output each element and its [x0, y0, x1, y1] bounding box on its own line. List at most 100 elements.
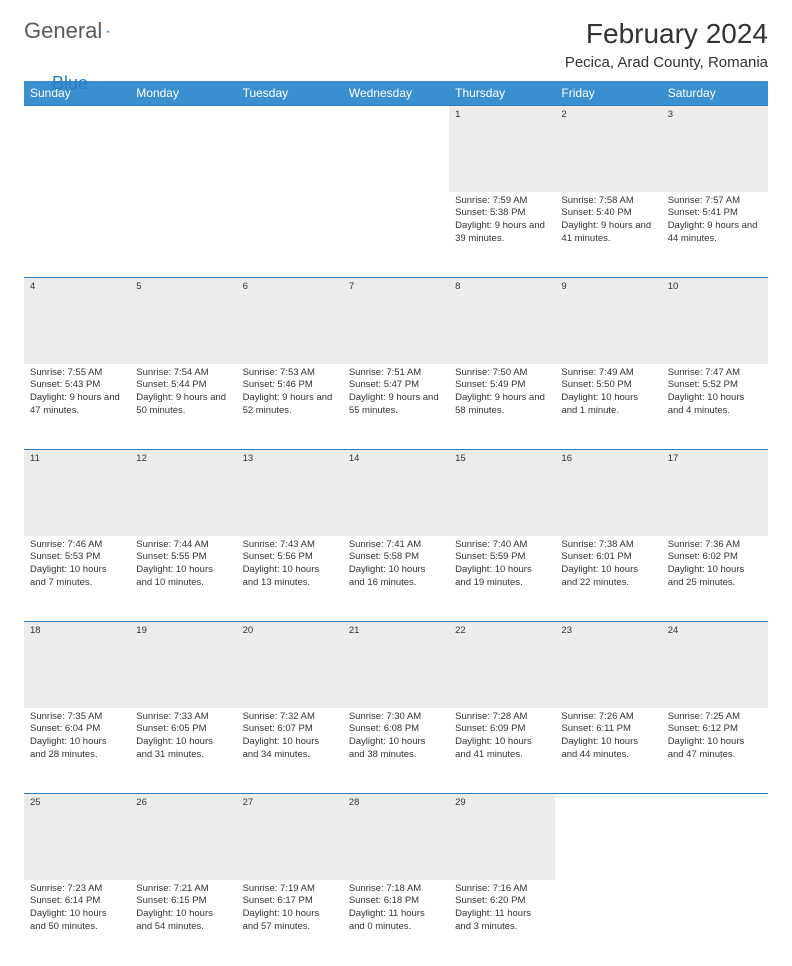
sunrise-text: Sunrise: 7:26 AM	[561, 711, 655, 724]
sunset-text: Sunset: 6:07 PM	[243, 723, 337, 736]
day-number-cell: 18	[24, 622, 130, 708]
sunset-text: Sunset: 6:04 PM	[30, 723, 124, 736]
sunset-text: Sunset: 5:41 PM	[668, 207, 762, 220]
day-cell	[24, 192, 130, 278]
day-number-cell: 25	[24, 794, 130, 880]
daylight-text: Daylight: 10 hours and 1 minute.	[561, 392, 655, 418]
sunrise-text: Sunrise: 7:36 AM	[668, 539, 762, 552]
sunrise-text: Sunrise: 7:59 AM	[455, 195, 549, 208]
sunset-text: Sunset: 5:43 PM	[30, 379, 124, 392]
day-header: Wednesday	[343, 81, 449, 106]
daynum-row: 11121314151617	[24, 450, 768, 536]
logo-triangle-icon	[106, 23, 110, 39]
sunset-text: Sunset: 5:59 PM	[455, 551, 549, 564]
daylight-text: Daylight: 10 hours and 16 minutes.	[349, 564, 443, 590]
day-header: Saturday	[662, 81, 768, 106]
sunrise-text: Sunrise: 7:28 AM	[455, 711, 549, 724]
sunset-text: Sunset: 6:01 PM	[561, 551, 655, 564]
daylight-text: Daylight: 9 hours and 58 minutes.	[455, 392, 549, 418]
calendar-body: 123Sunrise: 7:59 AMSunset: 5:38 PMDaylig…	[24, 106, 768, 966]
day-cell: Sunrise: 7:26 AMSunset: 6:11 PMDaylight:…	[555, 708, 661, 794]
daylight-text: Daylight: 10 hours and 7 minutes.	[30, 564, 124, 590]
day-cell: Sunrise: 7:46 AMSunset: 5:53 PMDaylight:…	[24, 536, 130, 622]
calendar-table: SundayMondayTuesdayWednesdayThursdayFrid…	[24, 81, 768, 966]
day-cell: Sunrise: 7:58 AMSunset: 5:40 PMDaylight:…	[555, 192, 661, 278]
day-cell	[343, 192, 449, 278]
sunset-text: Sunset: 6:17 PM	[243, 895, 337, 908]
sunset-text: Sunset: 5:46 PM	[243, 379, 337, 392]
day-number-cell: 9	[555, 278, 661, 364]
daylight-text: Daylight: 11 hours and 0 minutes.	[349, 908, 443, 934]
logo-text-blue: Blue	[52, 73, 88, 94]
day-header: Friday	[555, 81, 661, 106]
day-cell: Sunrise: 7:25 AMSunset: 6:12 PMDaylight:…	[662, 708, 768, 794]
day-cell: Sunrise: 7:51 AMSunset: 5:47 PMDaylight:…	[343, 364, 449, 450]
day-cell	[662, 880, 768, 966]
day-number-cell: 16	[555, 450, 661, 536]
day-header: Tuesday	[237, 81, 343, 106]
sunset-text: Sunset: 6:18 PM	[349, 895, 443, 908]
day-cell: Sunrise: 7:44 AMSunset: 5:55 PMDaylight:…	[130, 536, 236, 622]
day-number-cell: 21	[343, 622, 449, 708]
daylight-text: Daylight: 10 hours and 4 minutes.	[668, 392, 762, 418]
sunset-text: Sunset: 6:12 PM	[668, 723, 762, 736]
sunset-text: Sunset: 5:38 PM	[455, 207, 549, 220]
day-number-cell: 3	[662, 106, 768, 192]
sunrise-text: Sunrise: 7:49 AM	[561, 367, 655, 380]
day-cell: Sunrise: 7:18 AMSunset: 6:18 PMDaylight:…	[343, 880, 449, 966]
day-cell	[130, 192, 236, 278]
day-cell: Sunrise: 7:47 AMSunset: 5:52 PMDaylight:…	[662, 364, 768, 450]
daynum-row: 2526272829	[24, 794, 768, 880]
week-detail-row: Sunrise: 7:46 AMSunset: 5:53 PMDaylight:…	[24, 536, 768, 622]
day-cell: Sunrise: 7:54 AMSunset: 5:44 PMDaylight:…	[130, 364, 236, 450]
sunset-text: Sunset: 6:20 PM	[455, 895, 549, 908]
daylight-text: Daylight: 10 hours and 41 minutes.	[455, 736, 549, 762]
day-number-cell: 8	[449, 278, 555, 364]
sunrise-text: Sunrise: 7:25 AM	[668, 711, 762, 724]
day-number-cell: 26	[130, 794, 236, 880]
day-number-cell: 20	[237, 622, 343, 708]
day-cell: Sunrise: 7:23 AMSunset: 6:14 PMDaylight:…	[24, 880, 130, 966]
sunset-text: Sunset: 5:55 PM	[136, 551, 230, 564]
day-cell: Sunrise: 7:19 AMSunset: 6:17 PMDaylight:…	[237, 880, 343, 966]
logo: General	[24, 18, 132, 44]
sunset-text: Sunset: 5:40 PM	[561, 207, 655, 220]
day-cell: Sunrise: 7:41 AMSunset: 5:58 PMDaylight:…	[343, 536, 449, 622]
day-number-cell: 17	[662, 450, 768, 536]
daylight-text: Daylight: 10 hours and 22 minutes.	[561, 564, 655, 590]
sunrise-text: Sunrise: 7:57 AM	[668, 195, 762, 208]
daylight-text: Daylight: 10 hours and 47 minutes.	[668, 736, 762, 762]
sunrise-text: Sunrise: 7:41 AM	[349, 539, 443, 552]
sunset-text: Sunset: 6:05 PM	[136, 723, 230, 736]
day-cell: Sunrise: 7:32 AMSunset: 6:07 PMDaylight:…	[237, 708, 343, 794]
daylight-text: Daylight: 10 hours and 50 minutes.	[30, 908, 124, 934]
daylight-text: Daylight: 10 hours and 25 minutes.	[668, 564, 762, 590]
sunrise-text: Sunrise: 7:43 AM	[243, 539, 337, 552]
day-number-cell: 23	[555, 622, 661, 708]
day-cell: Sunrise: 7:59 AMSunset: 5:38 PMDaylight:…	[449, 192, 555, 278]
day-cell: Sunrise: 7:33 AMSunset: 6:05 PMDaylight:…	[130, 708, 236, 794]
day-number-cell	[24, 106, 130, 192]
daylight-text: Daylight: 10 hours and 44 minutes.	[561, 736, 655, 762]
sunset-text: Sunset: 6:15 PM	[136, 895, 230, 908]
daynum-row: 45678910	[24, 278, 768, 364]
daylight-text: Daylight: 10 hours and 28 minutes.	[30, 736, 124, 762]
day-cell: Sunrise: 7:55 AMSunset: 5:43 PMDaylight:…	[24, 364, 130, 450]
sunset-text: Sunset: 6:11 PM	[561, 723, 655, 736]
sunset-text: Sunset: 5:44 PM	[136, 379, 230, 392]
day-cell	[237, 192, 343, 278]
sunrise-text: Sunrise: 7:51 AM	[349, 367, 443, 380]
sunrise-text: Sunrise: 7:40 AM	[455, 539, 549, 552]
day-number-cell: 14	[343, 450, 449, 536]
day-number-cell: 6	[237, 278, 343, 364]
location: Pecica, Arad County, Romania	[565, 54, 768, 71]
day-number-cell: 19	[130, 622, 236, 708]
week-detail-row: Sunrise: 7:23 AMSunset: 6:14 PMDaylight:…	[24, 880, 768, 966]
title-block: February 2024 Pecica, Arad County, Roman…	[565, 18, 768, 71]
day-cell: Sunrise: 7:28 AMSunset: 6:09 PMDaylight:…	[449, 708, 555, 794]
day-cell: Sunrise: 7:38 AMSunset: 6:01 PMDaylight:…	[555, 536, 661, 622]
daylight-text: Daylight: 10 hours and 34 minutes.	[243, 736, 337, 762]
day-cell: Sunrise: 7:40 AMSunset: 5:59 PMDaylight:…	[449, 536, 555, 622]
daynum-row: 18192021222324	[24, 622, 768, 708]
day-cell: Sunrise: 7:57 AMSunset: 5:41 PMDaylight:…	[662, 192, 768, 278]
